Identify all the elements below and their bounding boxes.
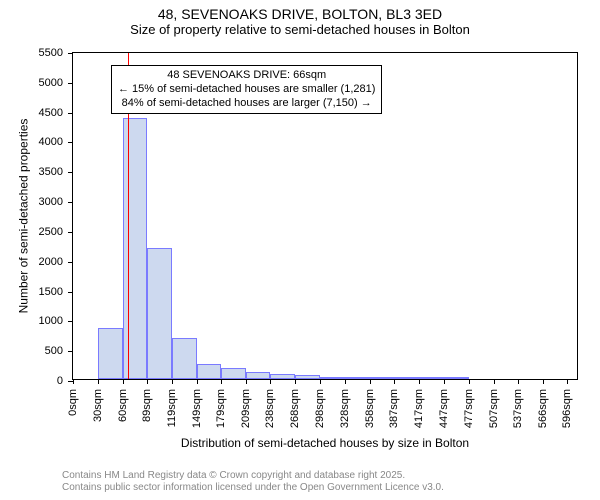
- footer-attribution: Contains HM Land Registry data © Crown c…: [62, 470, 444, 494]
- y-tick-mark: [68, 83, 73, 84]
- histogram-bar: [295, 375, 320, 379]
- x-tick-label: 358sqm: [364, 389, 376, 428]
- x-tick-label: 477sqm: [463, 389, 475, 428]
- x-tick-mark: [270, 379, 271, 384]
- x-tick-label: 566sqm: [537, 389, 549, 428]
- x-tick-label: 238sqm: [264, 389, 276, 428]
- x-tick-mark: [494, 379, 495, 384]
- annotation-line-2: ← 15% of semi-detached houses are smalle…: [118, 83, 375, 97]
- y-tick-mark: [68, 321, 73, 322]
- y-tick-mark: [68, 351, 73, 352]
- x-tick-mark: [123, 379, 124, 384]
- x-tick-mark: [197, 379, 198, 384]
- x-tick-mark: [147, 379, 148, 384]
- histogram-bar: [147, 248, 172, 379]
- x-tick-label: 60sqm: [117, 389, 129, 422]
- x-tick-label: 209sqm: [240, 389, 252, 428]
- histogram-bar: [419, 377, 444, 379]
- x-tick-label: 30sqm: [92, 389, 104, 422]
- x-tick-label: 387sqm: [388, 389, 400, 428]
- y-tick-mark: [68, 232, 73, 233]
- x-tick-label: 298sqm: [314, 389, 326, 428]
- x-tick-mark: [543, 379, 544, 384]
- x-tick-mark: [567, 379, 568, 384]
- histogram-bar: [394, 377, 419, 379]
- x-tick-mark: [370, 379, 371, 384]
- histogram-bar: [270, 374, 295, 379]
- x-tick-label: 0sqm: [67, 389, 79, 416]
- x-tick-label: 268sqm: [289, 389, 301, 428]
- title-line-2: Size of property relative to semi-detach…: [0, 22, 600, 37]
- x-tick-label: 328sqm: [339, 389, 351, 428]
- x-tick-label: 417sqm: [413, 389, 425, 428]
- x-tick-label: 447sqm: [438, 389, 450, 428]
- y-axis-label: Number of semi-detached properties: [17, 119, 31, 314]
- histogram-bar: [370, 377, 394, 379]
- x-tick-mark: [444, 379, 445, 384]
- y-tick-mark: [68, 172, 73, 173]
- histogram-bar: [320, 377, 345, 379]
- plot-area: 48 SEVENOAKS DRIVE: 66sqm ← 15% of semi-…: [72, 52, 578, 380]
- x-tick-mark: [73, 379, 74, 384]
- x-tick-label: 179sqm: [215, 389, 227, 428]
- x-axis-label: Distribution of semi-detached houses by …: [72, 436, 578, 450]
- histogram-bar: [246, 372, 270, 379]
- annotation-box: 48 SEVENOAKS DRIVE: 66sqm ← 15% of semi-…: [111, 65, 382, 114]
- histogram-bar: [98, 328, 123, 379]
- x-tick-mark: [345, 379, 346, 384]
- footer-line-1: Contains HM Land Registry data © Crown c…: [62, 470, 444, 482]
- y-tick-mark: [68, 292, 73, 293]
- x-tick-mark: [98, 379, 99, 384]
- x-tick-mark: [295, 379, 296, 384]
- x-tick-mark: [419, 379, 420, 384]
- histogram-bar: [172, 338, 197, 379]
- title-block: 48, SEVENOAKS DRIVE, BOLTON, BL3 3ED Siz…: [0, 0, 600, 37]
- histogram-bar: [197, 364, 222, 380]
- footer-line-2: Contains public sector information licen…: [62, 482, 444, 494]
- x-tick-mark: [320, 379, 321, 384]
- x-tick-label: 537sqm: [512, 389, 524, 428]
- x-tick-label: 149sqm: [191, 389, 203, 428]
- x-tick-label: 596sqm: [561, 389, 573, 428]
- x-tick-label: 89sqm: [141, 389, 153, 422]
- x-tick-label: 119sqm: [166, 389, 178, 427]
- x-tick-mark: [394, 379, 395, 384]
- histogram-bar: [345, 377, 370, 379]
- x-tick-mark: [172, 379, 173, 384]
- x-tick-mark: [221, 379, 222, 384]
- annotation-line-1: 48 SEVENOAKS DRIVE: 66sqm: [118, 69, 375, 83]
- y-tick-mark: [68, 142, 73, 143]
- title-line-1: 48, SEVENOAKS DRIVE, BOLTON, BL3 3ED: [0, 6, 600, 22]
- histogram-bar: [221, 368, 246, 379]
- x-tick-mark: [469, 379, 470, 384]
- y-tick-mark: [68, 113, 73, 114]
- y-tick-mark: [68, 262, 73, 263]
- histogram-bar: [123, 118, 147, 379]
- histogram-bar: [444, 377, 469, 379]
- x-tick-label: 507sqm: [488, 389, 500, 428]
- x-tick-mark: [246, 379, 247, 384]
- y-tick-mark: [68, 53, 73, 54]
- annotation-line-3: 84% of semi-detached houses are larger (…: [118, 97, 375, 111]
- chart-container: 48, SEVENOAKS DRIVE, BOLTON, BL3 3ED Siz…: [0, 0, 600, 500]
- y-tick-mark: [68, 202, 73, 203]
- x-tick-mark: [518, 379, 519, 384]
